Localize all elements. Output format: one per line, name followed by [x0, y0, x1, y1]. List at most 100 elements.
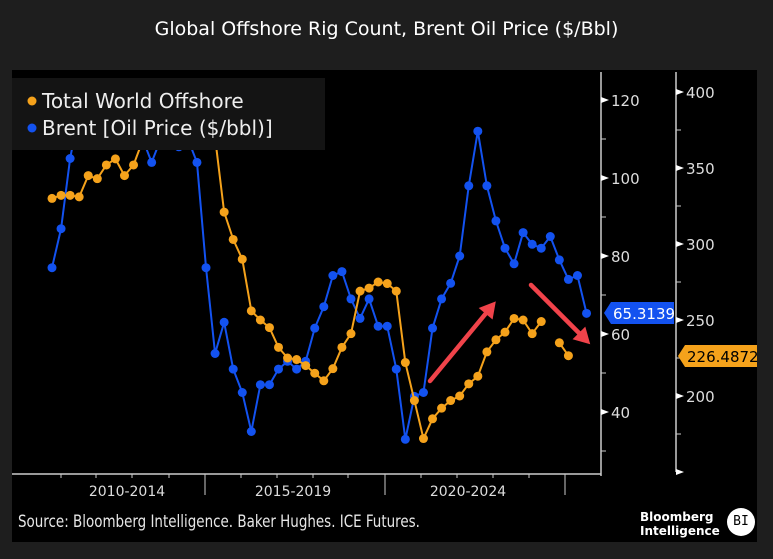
brent-point — [400, 434, 410, 444]
rig-count-point — [455, 391, 465, 401]
rig-count-point — [491, 335, 501, 345]
brent-last-value: 65.3139 — [613, 305, 675, 323]
brent-point — [255, 380, 265, 390]
chart-area: 120 100 80 60 40 400 350 300 250 200 2010-2014 2015… — [12, 70, 757, 542]
left-tick-label: 120 — [611, 92, 640, 110]
rig-count-point — [319, 376, 329, 386]
rig-count-point — [554, 338, 564, 348]
right-tick-marker — [676, 393, 684, 399]
rig-count-point — [428, 414, 438, 424]
rig-count-point — [500, 327, 510, 337]
brent-point — [210, 349, 220, 358]
rig-count-point — [219, 207, 229, 217]
brent-line — [51, 103, 588, 440]
rig-count-point — [65, 190, 75, 200]
brent-point — [527, 239, 537, 249]
rig-count-point — [74, 192, 84, 202]
up-arrow-shaft — [427, 303, 495, 384]
rig-count-point — [246, 306, 256, 316]
brent-point — [554, 255, 564, 265]
right-tick-marker — [676, 317, 684, 323]
brent-point — [536, 243, 546, 253]
brent-point — [192, 157, 202, 167]
brent-point — [355, 313, 365, 323]
brent-point — [373, 321, 383, 331]
brent-point — [518, 228, 528, 238]
rig-count-point — [283, 353, 293, 363]
brent-point — [228, 364, 238, 374]
chart-svg: 120 100 80 60 40 400 350 300 250 200 2010-2014 2015… — [12, 72, 757, 500]
brent-point — [500, 243, 510, 253]
right-tick-marker — [676, 241, 684, 247]
brent-point — [428, 323, 438, 333]
brent-point — [509, 259, 519, 269]
rig-count-point — [400, 358, 410, 368]
chart-title: Global Offshore Rig Count, Brent Oil Pri… — [154, 18, 619, 40]
rig-count-point — [418, 434, 428, 444]
rig-count-point — [83, 171, 93, 181]
rig-count-point — [255, 315, 265, 325]
right-tick-label: 250 — [686, 312, 715, 330]
brent-point — [437, 294, 447, 304]
brent-point — [319, 302, 329, 312]
brent-point — [364, 294, 374, 304]
brent-point — [418, 388, 428, 397]
down-arrow-shaft — [528, 282, 589, 343]
brent-point — [292, 364, 302, 374]
up-arrow-head — [478, 301, 496, 320]
right-tick-label: 400 — [686, 84, 715, 102]
brent-point — [382, 321, 392, 331]
left-tick-label: 60 — [611, 326, 630, 344]
brent-point — [582, 308, 592, 318]
rig-count-point — [391, 286, 401, 296]
brent-point — [346, 294, 356, 304]
brent-point — [147, 157, 157, 167]
legend-brent-marker — [27, 123, 37, 133]
rig-count-point — [409, 396, 419, 406]
logo-line1: Bloomberg — [640, 510, 714, 524]
brent-point — [563, 274, 573, 284]
right-tick-marker — [676, 165, 684, 171]
rig-count-point — [464, 379, 474, 389]
brent-point — [473, 126, 483, 136]
brent-point — [65, 154, 75, 163]
brent-point — [201, 263, 211, 273]
rig-count-point — [47, 193, 57, 203]
rig-count-point — [301, 361, 311, 371]
brent-point — [47, 263, 57, 273]
rig-count-point — [101, 160, 111, 170]
left-tick-label: 80 — [611, 248, 630, 266]
x-tick-label: 2010-2014 — [89, 484, 165, 500]
rig-count-point — [518, 315, 528, 325]
logo-line2: Intelligence — [640, 524, 720, 538]
right-tick-marker — [676, 89, 684, 95]
rig-count-point — [228, 234, 238, 244]
left-tick-marker — [601, 253, 609, 259]
left-tick-marker — [601, 331, 609, 337]
rig-count-point — [110, 154, 120, 164]
rig-count-point — [355, 286, 365, 296]
rig-count-point — [310, 368, 320, 378]
rig-count-point — [373, 277, 383, 287]
brent-point — [337, 267, 347, 277]
legend-rig-label: Total World Offshore — [41, 89, 244, 113]
rig-count-point — [509, 313, 519, 323]
brent-point — [572, 271, 582, 280]
rig-count-point — [563, 351, 573, 361]
left-tick-marker — [601, 175, 609, 181]
rig-count-point — [446, 396, 456, 406]
legend-rig-marker — [27, 96, 37, 106]
brent-point — [446, 278, 456, 288]
rig-count-point — [337, 342, 347, 352]
bloomberg-intelligence-logo: Bloomberg Intelligence — [640, 510, 720, 538]
brent-point — [482, 181, 492, 191]
rig-count-point — [56, 190, 66, 200]
brent-point — [545, 232, 555, 241]
brent-point — [219, 317, 229, 327]
left-tick-marker — [601, 97, 609, 103]
rig-count-point — [482, 347, 492, 357]
rig-last-value-bg — [678, 345, 757, 367]
brent-last-value-bg — [604, 302, 674, 324]
rig-count-point — [346, 329, 356, 339]
legend-box — [12, 78, 325, 150]
